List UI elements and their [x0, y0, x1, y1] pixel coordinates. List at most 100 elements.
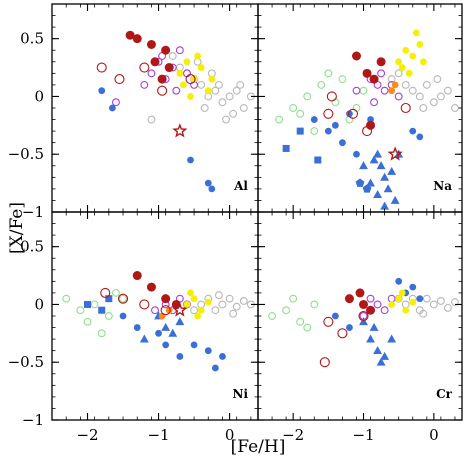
data-point	[155, 329, 162, 337]
data-point	[90, 300, 99, 309]
data-point	[366, 305, 376, 315]
data-point	[324, 69, 333, 78]
y-tick-label: 0.5	[20, 238, 44, 256]
data-point	[204, 298, 212, 306]
data-point	[211, 306, 220, 315]
data-point	[140, 80, 149, 89]
data-point	[175, 317, 185, 326]
data-point	[119, 312, 127, 320]
x-tick-label: 0	[429, 426, 439, 444]
data-point	[390, 195, 400, 204]
data-point	[380, 86, 389, 95]
data-point	[451, 104, 459, 112]
data-point	[326, 91, 337, 102]
data-point	[395, 58, 403, 66]
data-point	[211, 86, 220, 95]
data-point	[114, 74, 125, 85]
data-points	[62, 271, 255, 372]
data-point	[180, 81, 187, 89]
data-point	[366, 294, 375, 303]
data-point	[387, 166, 397, 175]
y-tick-label: −1	[22, 203, 44, 221]
data-point	[175, 46, 184, 55]
data-point	[402, 306, 410, 314]
data-point	[352, 86, 361, 95]
data-point	[164, 63, 174, 73]
data-point	[331, 121, 339, 129]
data-point	[380, 201, 390, 210]
data-point	[117, 293, 129, 304]
data-point	[275, 115, 284, 124]
data-point	[172, 86, 181, 95]
data-point	[387, 146, 403, 161]
x-tick-label: −1	[352, 426, 374, 444]
data-point	[373, 190, 383, 199]
data-point	[436, 297, 445, 305]
data-point	[310, 300, 319, 309]
data-point	[387, 75, 396, 84]
data-point	[282, 306, 291, 315]
data-point	[296, 127, 304, 135]
x-tick-label: −1	[147, 426, 169, 444]
data-points	[268, 277, 459, 368]
data-point	[380, 351, 390, 360]
data-point	[289, 294, 298, 303]
data-point	[358, 310, 369, 322]
data-point	[339, 139, 346, 147]
data-point	[208, 75, 216, 83]
data-point	[377, 69, 386, 78]
data-point	[225, 92, 234, 101]
data-point	[239, 104, 248, 112]
data-point	[405, 69, 413, 77]
data-point	[161, 322, 171, 331]
data-point	[400, 102, 411, 114]
data-point	[387, 334, 397, 343]
data-point	[362, 68, 372, 78]
data-point	[346, 324, 353, 331]
y-tick-label: −0.5	[8, 145, 44, 163]
data-point	[429, 98, 438, 107]
data-point	[96, 62, 107, 73]
data-point	[214, 291, 223, 300]
data-point	[366, 334, 376, 343]
data-point	[369, 74, 379, 84]
data-point	[147, 115, 156, 124]
data-point	[183, 301, 191, 308]
data-point	[388, 301, 396, 308]
data-point	[370, 98, 379, 107]
data-point	[139, 334, 149, 343]
data-point	[108, 104, 116, 112]
data-point	[197, 64, 205, 71]
data-point	[194, 312, 202, 320]
data-point	[366, 178, 376, 187]
data-point	[303, 323, 312, 332]
data-point	[331, 312, 339, 320]
data-point	[359, 299, 369, 309]
data-point	[62, 294, 71, 303]
data-point	[165, 306, 173, 314]
data-point	[190, 295, 198, 303]
data-point	[236, 80, 245, 89]
data-point	[190, 306, 199, 315]
x-axis-label: [Fe/H]	[231, 437, 286, 457]
x-tick-label: −2	[282, 426, 304, 444]
data-point	[443, 303, 452, 312]
data-point	[395, 277, 403, 285]
data-point	[111, 98, 120, 107]
data-point	[344, 294, 354, 304]
data-point	[351, 51, 361, 61]
data-point	[355, 288, 365, 298]
data-point	[416, 295, 424, 303]
data-point	[133, 324, 141, 331]
data-point	[229, 109, 238, 118]
panel-label: Ni	[232, 387, 248, 401]
panel-frame	[51, 3, 259, 213]
data-point	[185, 74, 196, 85]
data-point	[409, 127, 417, 135]
data-point	[383, 184, 393, 193]
data-point	[132, 34, 142, 44]
data-point	[380, 172, 390, 181]
data-point	[323, 108, 334, 119]
data-point	[362, 184, 372, 193]
data-point	[366, 120, 376, 130]
